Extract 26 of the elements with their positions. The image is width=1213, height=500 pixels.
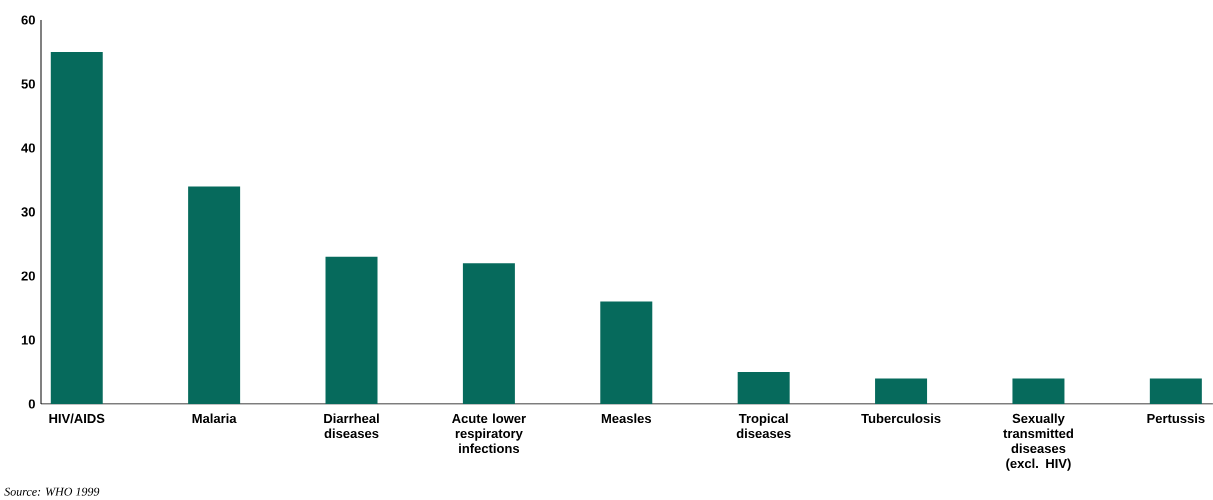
x-tick-label: HIV/AIDS xyxy=(49,413,105,424)
source-note: Source: WHO 1999 xyxy=(4,487,100,496)
x-tick-label: Diarrheal diseases xyxy=(324,413,379,439)
bar xyxy=(325,256,378,404)
y-tick-label: 50 xyxy=(21,79,35,89)
bar xyxy=(875,378,928,404)
y-tick-label: 0 xyxy=(28,399,35,409)
y-tick-label: 40 xyxy=(21,143,35,153)
bar xyxy=(1149,378,1202,404)
bar xyxy=(1012,378,1065,404)
x-tick-label: Tuberculosis xyxy=(861,413,941,424)
x-tick-label: Malaria xyxy=(192,413,237,424)
x-tick-label: Acute lower respiratory infections xyxy=(452,413,526,454)
bar xyxy=(737,371,790,404)
y-tick-label: 20 xyxy=(21,271,35,281)
bar xyxy=(188,186,241,404)
bar xyxy=(600,301,653,404)
x-tick-label: Measles xyxy=(601,413,652,424)
bar xyxy=(50,51,103,404)
x-tick-label: Sexually transmitted diseases (excl. HIV) xyxy=(1003,413,1073,471)
y-tick-label: 60 xyxy=(21,15,35,25)
x-tick-label: Tropical diseases xyxy=(736,413,791,439)
x-tick-label: Pertussis xyxy=(1147,413,1205,424)
y-tick-label: 30 xyxy=(21,207,35,217)
y-tick-label: 10 xyxy=(21,335,35,345)
bar xyxy=(462,263,515,404)
